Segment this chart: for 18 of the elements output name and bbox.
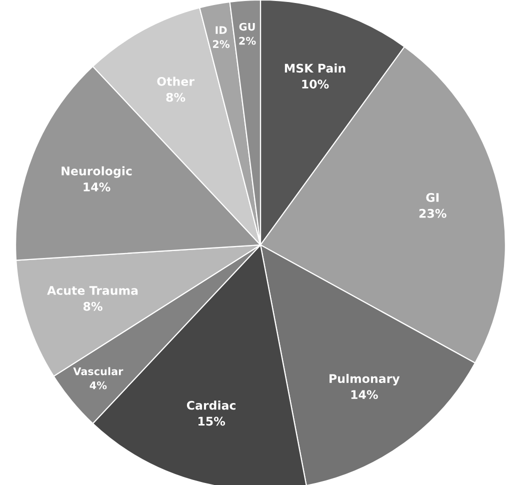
data-label: 2% bbox=[239, 36, 256, 45]
slice-label: Vascular bbox=[73, 367, 124, 376]
data-label: 8% bbox=[83, 302, 102, 311]
slice-label: GI bbox=[426, 193, 439, 202]
slice-label: GU bbox=[239, 22, 255, 31]
slice-label: Neurologic bbox=[62, 166, 132, 178]
data-label: 4% bbox=[90, 381, 107, 390]
data-label: 15% bbox=[198, 416, 226, 426]
data-label: 2% bbox=[213, 40, 230, 48]
slice-label: MSK Pain bbox=[284, 64, 346, 73]
data-label: 23% bbox=[419, 208, 446, 218]
slice-label: Acute Trauma bbox=[47, 286, 138, 295]
data-label: 14% bbox=[351, 390, 378, 400]
slice-label: ID bbox=[216, 26, 227, 34]
slice-label: Pulmonary bbox=[330, 374, 400, 386]
data-label: 14% bbox=[84, 182, 110, 192]
data-label: 10% bbox=[302, 80, 329, 89]
slice-label: Cardiac bbox=[186, 400, 236, 410]
